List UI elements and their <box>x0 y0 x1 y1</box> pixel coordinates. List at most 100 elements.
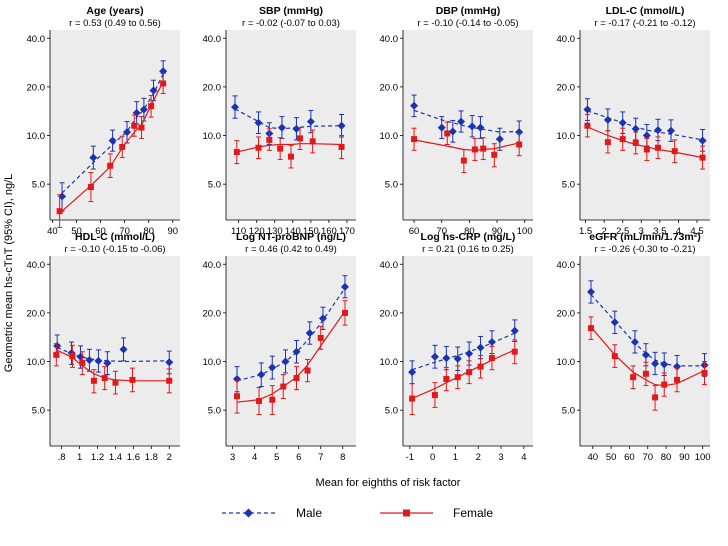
x-tick-label: 1 <box>453 452 458 463</box>
x-tick-label: 8 <box>340 452 345 463</box>
point-male <box>495 135 504 144</box>
y-tick-label: 20.0 <box>557 82 576 93</box>
x-tick-label: 70 <box>436 226 447 237</box>
panel-title: Age (years) <box>86 5 143 17</box>
y-tick-label: 20.0 <box>380 82 399 93</box>
point-female <box>619 136 626 143</box>
point-male <box>318 314 327 323</box>
y-tick-label: 5.0 <box>32 180 45 191</box>
point-female <box>488 355 495 362</box>
legend-female-marker <box>403 509 410 517</box>
plot-area <box>50 30 180 220</box>
point-female <box>341 309 348 316</box>
point-female <box>587 325 594 332</box>
point-female <box>655 144 661 151</box>
point-female <box>443 375 450 382</box>
x-tick-label: 80 <box>661 452 672 463</box>
point-female <box>256 397 263 404</box>
y-tick-label: 20.0 <box>27 308 46 319</box>
panel-1: Age (years)r = 0.53 (0.49 to 0.56) 5.0 10.… <box>27 5 180 237</box>
y-tick-label: 40.0 <box>203 260 222 271</box>
x-tick-label: 2 <box>167 452 172 463</box>
x-tick-label: 4 <box>676 226 681 237</box>
point-male <box>254 118 263 127</box>
point-female <box>643 146 650 153</box>
point-female <box>477 363 484 370</box>
point-male <box>85 356 94 365</box>
x-tick-label: 50 <box>71 226 82 237</box>
point-female <box>304 367 311 374</box>
panel-subtitle: r = 0.53 (0.49 to 0.56) <box>69 18 161 29</box>
point-female <box>674 376 681 383</box>
point-female <box>79 359 86 366</box>
point-male <box>510 326 519 335</box>
point-female <box>652 394 659 401</box>
point-female <box>454 374 461 381</box>
x-tick-label: 60 <box>95 226 106 237</box>
x-tick-label: .8 <box>58 452 66 463</box>
y-tick-label: 20.0 <box>203 82 222 93</box>
x-axis-label: Mean for eighths of risk factor <box>316 477 461 489</box>
point-male <box>603 115 612 124</box>
panel-title: Log hs-CRP (mg/L) <box>421 231 516 243</box>
x-tick-label: 90 <box>167 226 178 237</box>
point-female <box>584 122 591 129</box>
point-female <box>471 146 478 153</box>
point-female <box>90 377 97 384</box>
x-tick-label: 150 <box>303 226 319 237</box>
panel-title: DBP (mmHg) <box>436 5 501 17</box>
panel-title: SBP (mmHg) <box>259 5 323 17</box>
x-tick-label: 4.5 <box>690 226 703 237</box>
y-tick-label: 10.0 <box>27 357 46 368</box>
point-male <box>149 86 158 95</box>
x-tick-label: 110 <box>231 226 246 237</box>
panel-2: SBP (mmHg)r = -0.02 (-0.07 to 0.03) 5.0 10… <box>203 5 356 237</box>
point-female <box>411 136 418 143</box>
y-tick-label: 5.0 <box>32 406 45 417</box>
x-tick-label: 130 <box>267 226 283 237</box>
y-tick-label: 10.0 <box>380 131 399 142</box>
point-female <box>293 375 300 382</box>
point-male <box>292 124 301 133</box>
point-female <box>460 157 467 164</box>
point-female <box>166 377 173 384</box>
y-axis-label: Geometric mean hs-cTnT (95% CI), ng/L <box>3 174 15 372</box>
point-male <box>654 126 662 135</box>
point-male <box>667 126 675 135</box>
y-tick-label: 20.0 <box>380 308 399 319</box>
legend: Male Female <box>222 506 493 520</box>
x-tick-label: 1.8 <box>145 452 158 463</box>
point-female <box>642 370 649 377</box>
point-male <box>337 121 346 130</box>
x-tick-label: 120 <box>249 226 265 237</box>
point-female <box>480 145 487 152</box>
point-male <box>583 105 592 114</box>
panel-subtitle: r = -0.02 (-0.07 to 0.03) <box>242 18 340 29</box>
x-tick-label: 90 <box>492 226 503 237</box>
panel-subtitle: r = -0.17 (-0.21 to -0.12) <box>594 18 695 29</box>
point-female <box>119 143 126 150</box>
point-female <box>466 369 473 376</box>
panel-title: Log NT-proBNP (ng/L) <box>236 231 346 243</box>
point-male <box>340 282 349 291</box>
y-tick-label: 20.0 <box>557 308 576 319</box>
fit-line-female <box>590 326 705 387</box>
x-tick-label: 100 <box>517 226 533 237</box>
point-male <box>268 363 277 372</box>
point-female <box>309 138 316 145</box>
point-female <box>516 141 523 148</box>
y-tick-label: 10.0 <box>557 131 576 142</box>
point-male <box>468 122 477 131</box>
y-tick-label: 10.0 <box>203 131 222 142</box>
point-male <box>119 345 128 354</box>
point-male <box>292 347 301 356</box>
point-female <box>107 162 114 169</box>
x-tick-label: 1.4 <box>109 452 122 463</box>
point-male <box>476 123 485 132</box>
point-female <box>234 393 241 400</box>
point-female <box>604 139 611 146</box>
y-tick-label: 5.0 <box>208 180 221 191</box>
point-female <box>112 379 119 386</box>
y-tick-label: 40.0 <box>557 260 576 271</box>
x-tick-label: 160 <box>321 226 337 237</box>
